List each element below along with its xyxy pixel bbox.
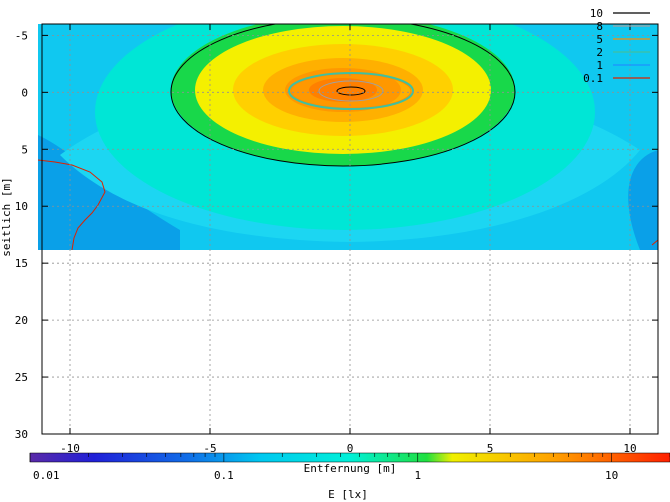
legend-label-1: 1 xyxy=(596,59,603,72)
colorbar-tick-label-0.1: 0.1 xyxy=(214,469,234,482)
colorbar-ticks: 0.01 0.1 1 10 xyxy=(29,453,670,482)
colorbar-tick-label-1: 1 xyxy=(414,469,421,482)
colorbar xyxy=(29,452,670,463)
heatmap-right-blue-region xyxy=(628,150,658,250)
y-tick-label-5: 5 xyxy=(21,143,28,156)
heatmap-area xyxy=(38,24,658,250)
y-tick-label-10: 10 xyxy=(15,200,28,213)
x-tick-label--5: -5 xyxy=(203,442,216,455)
grid-lines xyxy=(42,24,658,434)
legend-label-0.1: 0.1 xyxy=(583,72,603,85)
contour-line-10 xyxy=(336,86,366,96)
x-axis-label: Entfernung [m] xyxy=(304,462,397,475)
x-tick-label-0: 0 xyxy=(347,442,354,455)
contour-line-2 xyxy=(288,72,414,110)
y-tick-label--5: -5 xyxy=(15,29,28,42)
legend-label-5: 5 xyxy=(596,33,603,46)
y-axis-label: seitlich [m] xyxy=(0,177,13,256)
y-tick-label-30: 30 xyxy=(15,428,28,441)
contour-line-0.1-right xyxy=(651,239,658,246)
contour-line-1 xyxy=(170,24,516,167)
legend-label-2: 2 xyxy=(596,46,603,59)
x-tick-label-10: 10 xyxy=(623,442,636,455)
colorbar-label: E [lx] xyxy=(328,488,368,501)
y-tick-label-20: 20 xyxy=(15,314,28,327)
x-axis-ticks: -10 -5 0 5 10 xyxy=(60,24,637,455)
y-tick-label-15: 15 xyxy=(15,257,28,270)
x-tick-label-5: 5 xyxy=(487,442,494,455)
x-tick-label--10: -10 xyxy=(60,442,80,455)
colorbar-tick-label-0.01: 0.01 xyxy=(33,469,60,482)
legend-label-8: 8 xyxy=(596,20,603,33)
contour-line-0.1 xyxy=(38,159,106,250)
contour-line-8 xyxy=(318,80,384,102)
colorbar-tick-label-10: 10 xyxy=(605,469,618,482)
contour-lines xyxy=(38,24,658,250)
y-tick-label-25: 25 xyxy=(15,371,28,384)
heatmap-peak-region xyxy=(309,78,377,102)
legend-label-10: 10 xyxy=(590,7,603,20)
y-tick-label-0: 0 xyxy=(21,86,28,99)
